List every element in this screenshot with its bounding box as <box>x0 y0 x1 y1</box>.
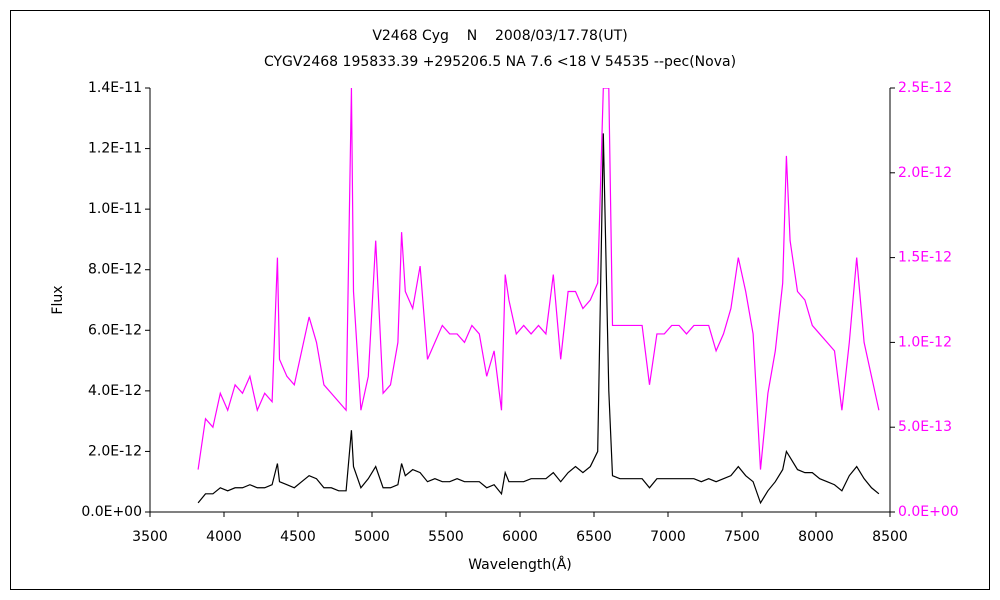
spectrum-line <box>197 133 880 505</box>
y2-tick-label: 0.0E+00 <box>898 504 959 520</box>
y2-tick-label: 2.5E-12 <box>898 80 952 96</box>
chart-title: V2468 Cyg N 2008/03/17.78(UT) <box>372 28 627 44</box>
chart-frame <box>10 10 990 590</box>
x-tick-label: 6000 <box>502 529 538 545</box>
y-tick-label: 1.0E-11 <box>88 201 142 217</box>
y-tick-label: 1.4E-11 <box>88 80 142 96</box>
x-tick-label: 7500 <box>724 529 760 545</box>
x-tick-label: 5500 <box>428 529 464 545</box>
x-tick-label: 7000 <box>650 529 686 545</box>
y-tick-label: 4.0E-12 <box>88 383 142 399</box>
x-tick-label: 4000 <box>206 529 242 545</box>
y2-tick-label: 1.0E-12 <box>898 334 952 350</box>
chart-subtitle: CYGV2468 195833.39 +295206.5 NA 7.6 <18 … <box>264 54 736 70</box>
y2-tick-label: 2.0E-12 <box>898 165 952 181</box>
x-tick-label: 8500 <box>872 529 908 545</box>
x-tick-label: 5000 <box>354 529 390 545</box>
y2-tick-label: 5.0E-13 <box>898 419 952 435</box>
spectrum-line <box>197 88 880 470</box>
x-tick-label: 8000 <box>798 529 834 545</box>
x-tick-label: 6500 <box>576 529 612 545</box>
x-tick-label: 4500 <box>280 529 316 545</box>
x-tick-label: 3500 <box>132 529 168 545</box>
y-tick-label: 1.2E-11 <box>88 141 142 157</box>
y-tick-label: 6.0E-12 <box>88 322 142 338</box>
y-tick-label: 2.0E-12 <box>88 443 142 459</box>
x-axis-label: Wavelength(Å) <box>468 556 572 573</box>
y-axis-label: Flux <box>50 285 66 314</box>
y-tick-label: 0.0E+00 <box>81 504 142 520</box>
y2-tick-label: 1.5E-12 <box>898 250 952 266</box>
y-tick-label: 8.0E-12 <box>88 262 142 278</box>
